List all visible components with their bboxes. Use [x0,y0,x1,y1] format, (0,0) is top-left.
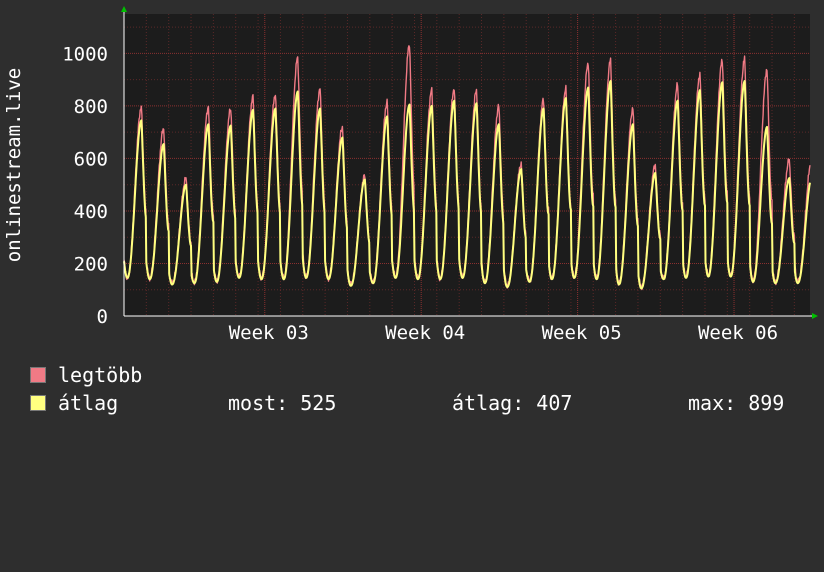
y-tick-label: 1000 [62,43,108,65]
axis-layer: 0 200 400 600 800 1000 Week 03 Week 04 Week 05 We… [62,6,818,344]
grid-layer [124,14,810,316]
plot-area [124,14,810,316]
legend-row-max: legtöbb [30,362,142,388]
y-tick-label: 0 [97,306,108,328]
stat-maximum: max: 899 [688,391,785,415]
y-tick-label: 400 [74,201,108,223]
x-axis-arrow [812,313,818,319]
legend-row-avg: átlag most: 525 átlag: 407 max: 899 [30,390,810,416]
chart-svg: 0 200 400 600 800 1000 Week 03 Week 04 Week 05 We… [3,6,818,344]
legend: legtöbb átlag most: 525 átlag: 407 max: … [30,362,810,422]
y-tick-label: 800 [74,96,108,118]
series-line-avg [123,80,811,290]
legend-swatch-avg [30,395,46,411]
y-tick-label: 600 [74,148,108,170]
x-tick-label: Week 03 [229,322,309,344]
stat-average: átlag: 407 [452,391,573,415]
y-axis-label: onlinestream.live [3,68,25,262]
series-layer [123,45,811,291]
legend-swatch-max [30,367,46,383]
legend-label-avg: átlag [58,391,119,415]
stat-current: most: 525 [228,391,337,415]
y-axis-arrow [121,6,127,12]
x-tick-label: Week 06 [698,322,778,344]
x-tick-label: Week 04 [385,322,465,344]
legend-label-max: legtöbb [58,363,143,387]
x-tick-label: Week 05 [542,322,622,344]
y-tick-label: 200 [74,253,108,275]
